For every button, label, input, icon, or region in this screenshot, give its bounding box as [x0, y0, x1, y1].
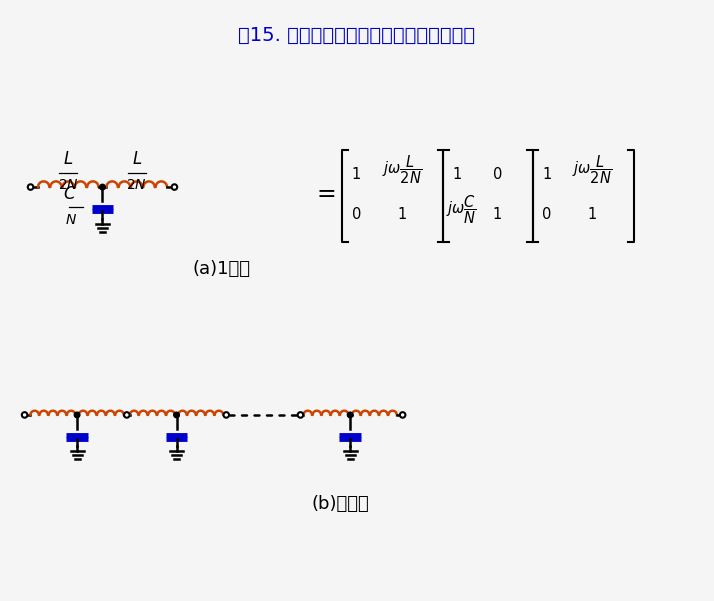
Text: $1$: $1$	[452, 166, 462, 182]
Text: $1$: $1$	[587, 206, 597, 222]
Text: $j\omega\dfrac{L}{2N}$: $j\omega\dfrac{L}{2N}$	[572, 154, 613, 186]
Text: $1$: $1$	[397, 206, 406, 222]
Circle shape	[223, 412, 229, 418]
Text: $2N$: $2N$	[58, 178, 79, 192]
Circle shape	[400, 412, 406, 418]
Circle shape	[74, 412, 80, 418]
Text: $0$: $0$	[541, 206, 552, 222]
Text: (b)全区間: (b)全区間	[311, 495, 369, 513]
Text: $j\omega\dfrac{C}{N}$: $j\omega\dfrac{C}{N}$	[446, 194, 477, 226]
Circle shape	[124, 412, 129, 418]
Text: $1$: $1$	[492, 206, 502, 222]
Text: $=$: $=$	[312, 180, 336, 204]
Text: $1$: $1$	[542, 166, 551, 182]
Circle shape	[28, 185, 34, 190]
Text: $N$: $N$	[65, 213, 76, 227]
Text: $C$: $C$	[63, 185, 76, 203]
Text: $1$: $1$	[351, 166, 361, 182]
Text: $0$: $0$	[351, 206, 361, 222]
Circle shape	[348, 412, 353, 418]
Circle shape	[100, 185, 105, 190]
Text: $L$: $L$	[63, 150, 74, 168]
Text: $L$: $L$	[131, 150, 142, 168]
Circle shape	[171, 185, 177, 190]
Circle shape	[298, 412, 303, 418]
Text: $2N$: $2N$	[126, 178, 147, 192]
Text: (a)1区間: (a)1区間	[192, 260, 250, 278]
Text: 図15. 分布定数回路の等価回路の縦続行列: 図15. 分布定数回路の等価回路の縦続行列	[238, 26, 476, 45]
Text: $0$: $0$	[492, 166, 502, 182]
Text: $j\omega\dfrac{L}{2N}$: $j\omega\dfrac{L}{2N}$	[381, 154, 422, 186]
Circle shape	[22, 412, 27, 418]
Circle shape	[174, 412, 179, 418]
